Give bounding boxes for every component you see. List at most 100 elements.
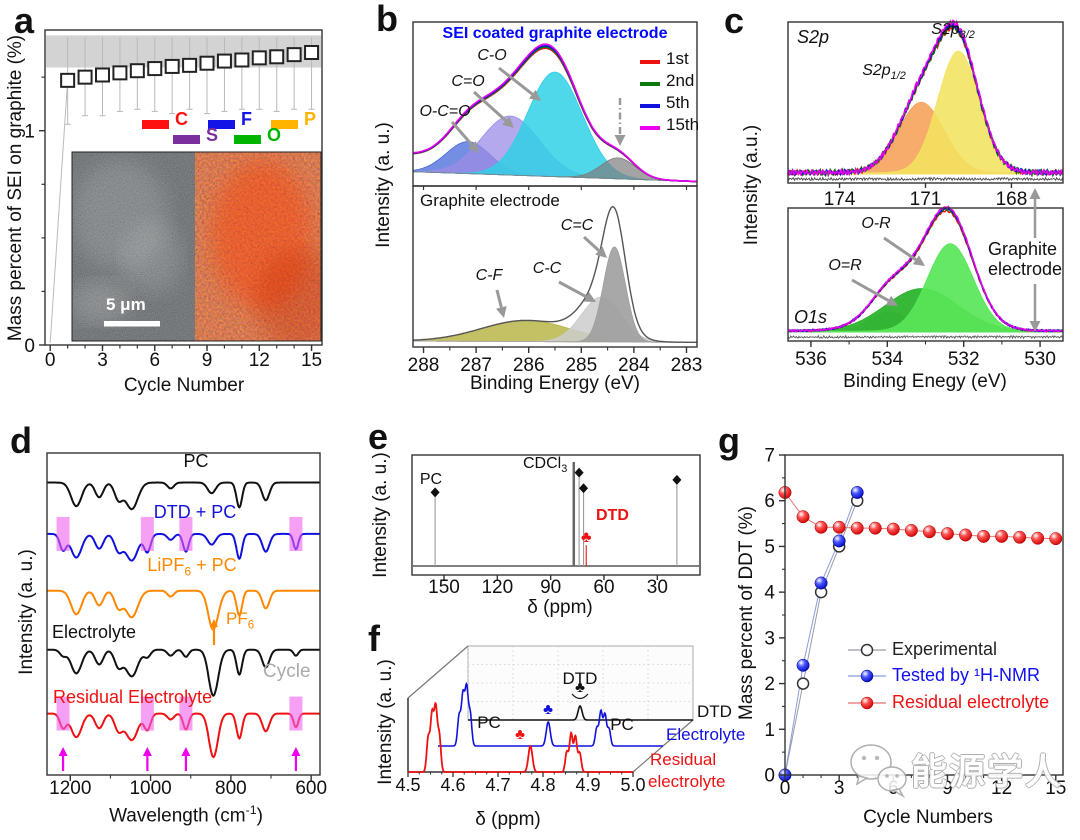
svg-text:2: 2: [764, 674, 775, 695]
c-annotation-oer: O=R: [828, 257, 862, 274]
f-ylabel: Intensity (a. u.): [375, 659, 397, 785]
svg-text:♣: ♣: [581, 529, 592, 546]
d-trace-label-dtdpc: DTD + PC: [153, 502, 237, 522]
b-annotation-ceo: C=O: [451, 73, 485, 90]
svg-text:287: 287: [460, 355, 492, 376]
a-legend-swatch-S: [173, 135, 200, 144]
d-cycle-label: Cycle: [263, 661, 311, 682]
e-dtd-label: DTD: [596, 507, 629, 524]
svg-text:4.7: 4.7: [485, 775, 510, 795]
svg-text:536: 536: [795, 349, 827, 370]
d-lipf6-post: + PC: [191, 555, 237, 575]
c-peak-s2p32-sub: 3/2: [959, 29, 975, 42]
f-club-dtd: ♣: [575, 679, 585, 697]
svg-text:0: 0: [24, 336, 35, 357]
panel-letter-f: f: [368, 618, 380, 659]
svg-text:9: 9: [202, 350, 213, 371]
panel-letter-b: b: [376, 0, 398, 39]
a-legend-label-P: P: [304, 109, 317, 129]
svg-text:150: 150: [428, 577, 460, 598]
b-bottom-label: Graphite electrode: [420, 191, 560, 210]
svg-text:5: 5: [764, 537, 775, 558]
a-xlabel: Cycle Number: [123, 375, 245, 396]
f-pc-right-label: PC: [610, 715, 634, 734]
d-lipf6-sub: 6: [184, 564, 192, 579]
a-ylabel: Mass percent of SEI on graphite (%): [5, 34, 27, 342]
svg-text:286: 286: [513, 355, 545, 376]
d-ylabel: Intensity (a. u.): [16, 549, 38, 675]
d-xlabel: Wavelength (cm-1): [109, 804, 263, 826]
panel-letter-g: g: [718, 420, 740, 461]
c-peak-s2p12-label: S2p1/2: [862, 62, 906, 83]
e-cdcl3-label: CDCl3: [523, 455, 568, 476]
e-pc-label: PC: [419, 471, 443, 488]
d-pf6-pre: PF: [226, 609, 248, 628]
svg-text:530: 530: [1024, 349, 1056, 370]
a-legend-label-C: C: [175, 109, 188, 129]
b-ylabel: Intensity (a. u.): [373, 122, 395, 248]
svg-text:3: 3: [764, 628, 775, 649]
a-legend-swatch-F: [208, 120, 235, 129]
b-xlabel: Binding Energy (eV): [469, 373, 641, 394]
svg-text:1200: 1200: [49, 778, 91, 799]
svg-text:60: 60: [593, 577, 614, 598]
svg-text:9: 9: [942, 778, 953, 799]
watermark-text: 能源学人: [911, 752, 1064, 792]
c-annotation-or: O-R: [861, 215, 891, 232]
a-scalebar-label: 5 μm: [106, 295, 146, 314]
svg-text:7: 7: [764, 446, 775, 467]
g-legend-label-residual: Residual electrolyte: [892, 692, 1050, 712]
d-trace-label-residual: Residual Electrolyte: [53, 687, 213, 707]
e-ylabel: Intensity (a. u.): [370, 452, 392, 578]
g-xlabel: Cycle Numbers: [863, 807, 993, 828]
svg-text:1: 1: [24, 122, 35, 143]
svg-text:15: 15: [301, 350, 322, 371]
svg-text:30: 30: [647, 577, 668, 598]
panel-letter-e: e: [368, 416, 389, 457]
svg-text:4: 4: [764, 583, 775, 604]
b-title: SEI coated graphite electrode: [442, 25, 668, 42]
svg-text:4.5: 4.5: [395, 775, 420, 795]
svg-text:168: 168: [996, 189, 1028, 210]
svg-text:90: 90: [540, 577, 561, 598]
a-legend-label-F: F: [241, 109, 252, 129]
d-lipf6-pre: LiPF: [147, 555, 185, 575]
svg-text:120: 120: [481, 577, 513, 598]
svg-text:0: 0: [780, 778, 791, 799]
svg-text:6: 6: [764, 491, 775, 512]
d-xlabel-pre: Wavelength (cm: [109, 805, 246, 827]
c-ylabel: Intensity (a.u.): [741, 124, 763, 246]
d-trace-label-lipf6pc: LiPF6 + PC: [147, 556, 236, 578]
a-legend-swatch-C: [142, 120, 169, 129]
a-legend-label-S: S: [206, 125, 219, 145]
d-trace-label-electrolyte: Electrolyte: [52, 622, 137, 642]
b-legend-label-5th: 5th: [666, 93, 690, 112]
b-annotation-cc2: C=C: [560, 217, 594, 234]
d-pf6-label: PF6: [226, 610, 254, 632]
g-legend-label-experimental: Experimental: [892, 639, 998, 659]
d-pf6-sub: 6: [247, 619, 255, 632]
panel-letter-c: c: [724, 0, 745, 41]
a-legend-label-O: O: [267, 125, 282, 145]
c-top-label: S2p: [797, 27, 830, 47]
svg-text:6: 6: [149, 350, 160, 371]
svg-text:171: 171: [910, 189, 942, 210]
svg-text:15: 15: [1045, 778, 1066, 799]
c-graphite-label-line2: electrode: [988, 259, 1063, 279]
svg-text:284: 284: [618, 355, 650, 376]
d-trace-label-pc: PC: [183, 451, 209, 471]
g-ylabel: Mass percent of DDT (%): [736, 506, 758, 720]
d-xlabel-sup: -1: [245, 803, 257, 817]
f-xlabel: δ (ppm): [475, 809, 541, 830]
e-cdcl3-sub: 3: [561, 463, 568, 476]
svg-text:800: 800: [215, 778, 247, 799]
svg-text:12: 12: [249, 350, 270, 371]
svg-text:4.9: 4.9: [575, 775, 600, 795]
svg-text:4.6: 4.6: [440, 775, 465, 795]
b-legend-dash-1st: [640, 60, 660, 64]
svg-text:288: 288: [408, 355, 440, 376]
svg-text:4.8: 4.8: [530, 775, 555, 795]
a-legend-swatch-P: [271, 120, 298, 129]
b-legend-label-15th: 15th: [666, 115, 700, 134]
